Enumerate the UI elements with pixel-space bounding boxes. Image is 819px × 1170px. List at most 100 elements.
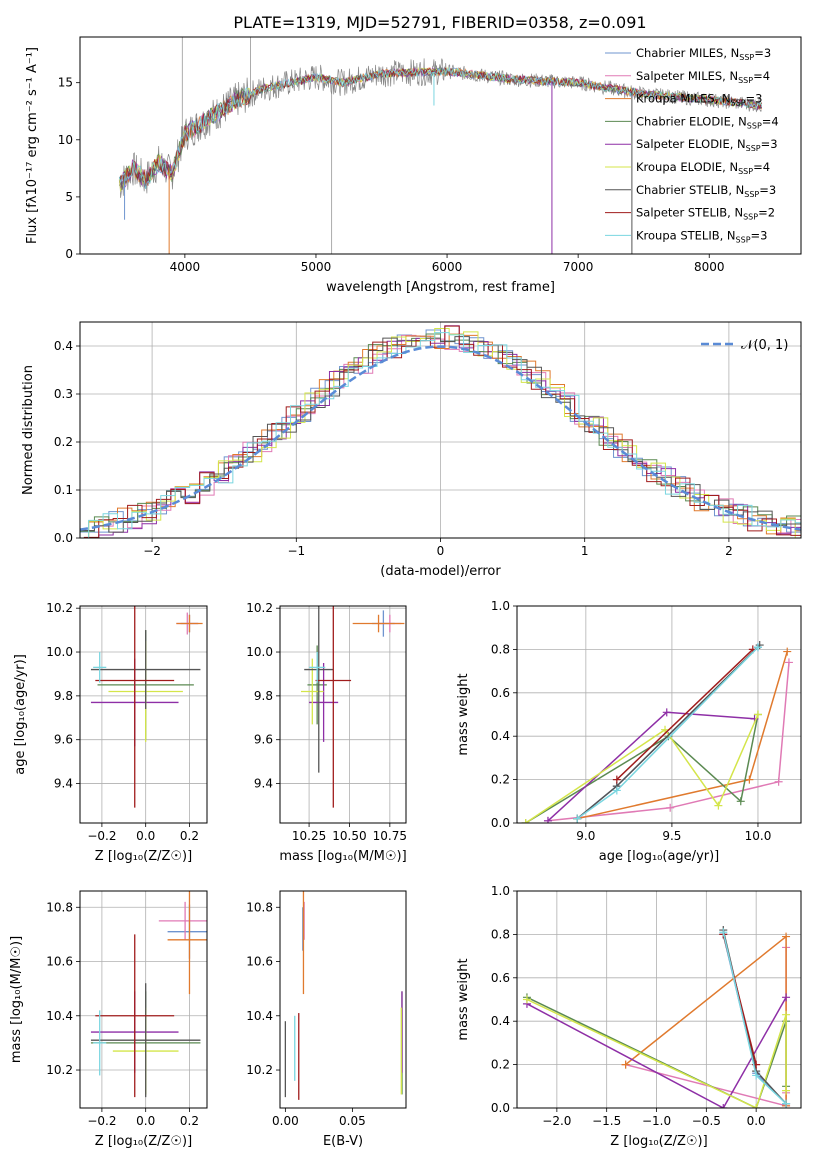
y-tick-label: 0.4 [54, 339, 73, 353]
y-tick-label: 15 [58, 76, 73, 90]
weight-marker-1 [784, 658, 793, 667]
x-tick-label: 7000 [563, 260, 594, 274]
x-tick-label: −1 [287, 544, 305, 558]
y-tick-label: 10.6 [46, 955, 73, 969]
y-axis-label: mass weight [456, 673, 471, 755]
plot-area-residuals [80, 322, 801, 538]
y-tick-label: 10.8 [46, 900, 73, 914]
legend-label-2: Kroupa MILES, NSSP=3 [636, 92, 762, 108]
legend-label-7: Salpeter STELIB, NSSP=2 [636, 206, 775, 222]
weight-marker-7 [612, 775, 621, 784]
plot-area-mass_vs_Z [80, 891, 207, 1108]
y-tick-label: 0.4 [491, 729, 510, 743]
plot-area-mass_vs_EBV [284, 891, 403, 1100]
x-axis-label: Z [log₁₀(Z/Z☉)] [610, 1134, 707, 1149]
weight-marker-8 [612, 786, 621, 795]
y-tick-label: 9.6 [54, 733, 73, 747]
hist-step-8 [88, 332, 801, 538]
y-tick-label: 10.2 [46, 601, 73, 615]
model-line-8 [118, 66, 763, 189]
x-tick-label: 9.5 [662, 829, 681, 843]
y-tick-label: 0.3 [54, 387, 73, 401]
weight-marker-4 [782, 993, 791, 1002]
y-tick-label: 1.0 [491, 599, 510, 613]
y-tick-label: 0.2 [491, 1058, 510, 1072]
x-axis-label: E(B-V) [323, 1134, 363, 1149]
x-tick-label: 0.0 [747, 1114, 766, 1128]
x-axis-label: mass [log₁₀(M/M☉)] [279, 849, 406, 864]
y-tick-label: 10.2 [46, 1063, 73, 1077]
y-tick-label: 5 [65, 190, 73, 204]
x-tick-label: 10.50 [332, 829, 366, 843]
weight-marker-2 [783, 647, 792, 656]
weight-marker-8 [752, 1071, 761, 1080]
y-tick-label: 9.4 [254, 777, 273, 791]
panel-spectrum: 4000 5000 6000 7000 8000 0 5 10 15 wavelength [An… [25, 36, 802, 295]
y-tick-label: 0 [65, 247, 73, 261]
axes-frame [279, 605, 407, 824]
axes-frame [516, 605, 802, 824]
axes-frame [79, 605, 208, 824]
axes-frame [516, 890, 802, 1109]
y-tick-label: 9.8 [254, 689, 273, 703]
normal-curve [80, 345, 801, 531]
x-axis-label: age [log₁₀(age/yr)] [599, 849, 720, 864]
x-axis-label: (data-model)/error [380, 564, 501, 579]
y-axis-label: mass weight [456, 958, 471, 1040]
weight-marker-4 [662, 708, 671, 717]
x-tick-label: 0.2 [180, 1114, 199, 1128]
x-tick-label: −2.0 [542, 1114, 571, 1128]
weight-line-1 [547, 662, 790, 822]
legend-label-8: Kroupa STELIB, NSSP=3 [636, 228, 767, 244]
weight-marker-4 [543, 816, 552, 823]
x-tick-label: 2 [725, 544, 733, 558]
panel-age_vs_Z: −0.2 0.0 0.2 9.4 9.6 9.8 10.0 10.2 Z [log₁₀(Z/Z☉… [13, 601, 208, 864]
y-axis-label: Flux [fλ10⁻¹⁷ erg cm⁻² s⁻¹ A⁻¹] [25, 47, 40, 244]
weight-line-0 [722, 934, 787, 1105]
y-axis-label: Normed distribution [21, 365, 36, 495]
weight-line-4 [547, 711, 755, 822]
x-tick-label: 10.0 [745, 829, 772, 843]
x-tick-label: −1.5 [592, 1114, 621, 1128]
weight-marker-5 [752, 1104, 761, 1108]
weight-marker-8 [719, 928, 728, 937]
weight-line-7 [616, 648, 754, 781]
weight-marker-2 [745, 775, 754, 784]
hist-step-4 [84, 325, 801, 538]
panel-mass_vs_EBV: 0.00 0.05 10.2 10.4 10.6 10.8 E(B-V) [246, 890, 407, 1149]
plot-area-age_vs_Z [80, 606, 207, 823]
legend-label-3: Chabrier ELODIE, NSSP=4 [636, 114, 779, 130]
plot-area-spectrum [118, 37, 763, 254]
y-tick-label: 0.0 [54, 531, 73, 545]
y-tick-label: 10.2 [246, 601, 273, 615]
hist-step-5 [88, 328, 801, 538]
hist-step-7 [83, 325, 801, 538]
weight-marker-5 [753, 710, 762, 719]
weight-marker-3 [736, 797, 745, 806]
weight-line-1 [625, 947, 787, 1107]
y-tick-label: 10.2 [246, 1063, 273, 1077]
x-tick-label: 0.0 [136, 829, 155, 843]
x-tick-label: 6000 [432, 260, 463, 274]
y-tick-label: 10.0 [246, 645, 273, 659]
x-tick-label: −0.2 [87, 829, 116, 843]
weight-marker-5 [714, 801, 723, 810]
weight-marker-4 [719, 1104, 728, 1108]
x-tick-label: 0.2 [180, 829, 199, 843]
y-tick-label: 0.2 [491, 773, 510, 787]
hist-step-2 [88, 333, 801, 538]
y-tick-label: 1.0 [491, 884, 510, 898]
y-tick-label: 9.4 [54, 777, 73, 791]
weight-marker-2 [782, 932, 791, 941]
weight-marker-8 [782, 1099, 791, 1108]
panel-mass_vs_Z: −0.2 0.0 0.2 10.2 10.4 10.6 10.8 Z [log₁₀(Z/Z☉)… [9, 890, 208, 1149]
x-tick-label: 0.00 [272, 1114, 299, 1128]
weight-line-4 [526, 996, 787, 1108]
model-line-7 [118, 67, 763, 187]
weight-marker-5 [782, 1086, 791, 1095]
legend-label-0: Chabrier MILES, NSSP=3 [636, 46, 771, 62]
x-tick-label: 4000 [170, 260, 201, 274]
y-tick-label: 10.4 [46, 1009, 73, 1023]
panel-weight_vs_age: 9.0 9.5 10.0 0.0 0.2 0.4 0.6 0.8 1.0 age [log₁₀(a… [456, 599, 802, 864]
